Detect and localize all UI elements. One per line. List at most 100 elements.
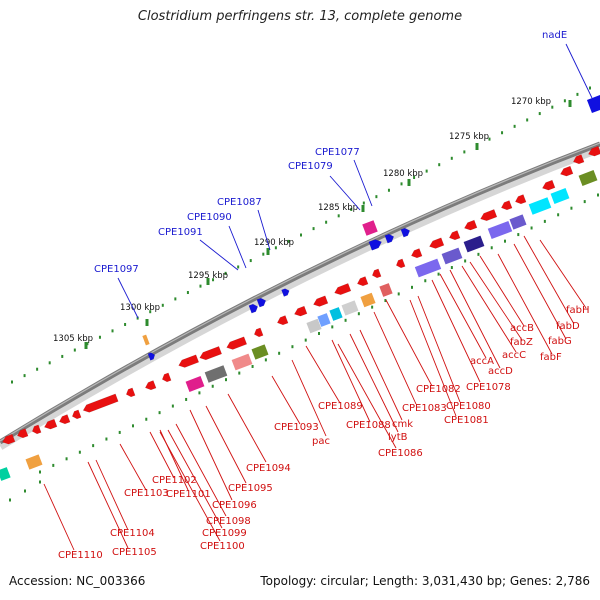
minor-dot: [424, 279, 427, 283]
minor-dot: [411, 285, 413, 289]
minor-dot: [570, 206, 573, 210]
leader-line: [353, 159, 373, 207]
minor-dot: [124, 322, 127, 326]
minor-dot: [249, 259, 252, 263]
reverse-gene-label: cmk: [392, 419, 413, 430]
minor-dot: [262, 252, 265, 256]
minor-dot: [300, 233, 302, 237]
minor-dot: [543, 219, 546, 223]
reverse-gene-arrow: [276, 315, 289, 326]
reverse-gene-arrow: [44, 418, 58, 430]
minor-dot: [538, 112, 541, 116]
gene-category-box: [441, 247, 463, 265]
minor-dot: [264, 358, 267, 362]
leader-line: [479, 255, 525, 327]
reverse-gene-label: CPE1089: [318, 401, 363, 412]
reverse-gene-arrow: [199, 346, 223, 361]
leader-line: [119, 443, 147, 491]
leader-line: [149, 431, 175, 479]
gene-category-box: [578, 170, 598, 186]
gene-category-box: [360, 292, 376, 308]
leader-line: [329, 175, 361, 211]
forward-gene-arrow: [384, 233, 395, 244]
leader-line: [523, 235, 575, 325]
minor-dot: [171, 404, 174, 408]
minor-dot: [589, 86, 591, 90]
minor-dot: [174, 297, 177, 301]
ruler-label: 1295 kbp: [188, 271, 228, 281]
gene-category-box: [306, 318, 322, 334]
minor-dot: [357, 312, 360, 316]
leader-line: [449, 269, 501, 369]
leader-line: [349, 333, 399, 433]
gene-category-box: [204, 365, 228, 383]
leader-line: [461, 265, 517, 353]
leader-line: [257, 209, 271, 251]
leader-line: [117, 277, 139, 319]
reverse-gene-arrow: [429, 237, 445, 249]
reverse-gene-arrow: [356, 276, 369, 287]
ruler-label: 1300 kbp: [120, 303, 160, 313]
reverse-gene-arrow: [448, 230, 461, 241]
forward-gene-arrow: [256, 297, 267, 308]
reverse-gene-label: CPE1101: [166, 489, 211, 500]
reverse-gene-arrow: [334, 283, 352, 296]
reverse-gene-label: pac: [312, 436, 330, 447]
leader-line: [469, 261, 523, 341]
reverse-gene-arrow: [16, 428, 29, 439]
minor-dot: [65, 457, 68, 461]
gene-category-box: [25, 454, 43, 470]
leader-line: [87, 461, 129, 549]
minor-dot: [463, 150, 466, 154]
reverse-gene-label: CPE1110: [58, 550, 103, 561]
gene-category-box: [185, 376, 205, 392]
leader-line: [565, 43, 593, 99]
leader-line: [385, 299, 433, 387]
minor-dot: [318, 332, 320, 335]
reverse-gene-label: accC: [502, 350, 526, 361]
minor-dot: [161, 303, 164, 307]
ruler-label: 1285 kbp: [318, 203, 358, 213]
forward-gene-label: CPE1087: [217, 197, 262, 208]
minor-dot: [145, 417, 148, 421]
minor-dot: [92, 444, 95, 448]
minor-dot: [48, 361, 51, 365]
gene-category-box: [317, 313, 331, 327]
minor-dot: [530, 226, 533, 230]
forward-gene-arrow: [248, 303, 259, 314]
genome-backbone: [0, 141, 600, 450]
reverse-gene-arrow: [542, 179, 556, 191]
ruler-tick: [568, 100, 572, 107]
minor-dot: [400, 182, 403, 186]
minor-dot: [597, 193, 599, 197]
gene-category-box: [329, 307, 343, 321]
minor-dot: [501, 131, 504, 135]
reverse-gene-arrow: [572, 154, 585, 165]
reverse-gene-label: CPE1100: [200, 541, 245, 552]
gene-category-box: [251, 344, 269, 360]
minor-dot: [212, 278, 215, 282]
forward-gene-label: CPE1079: [288, 161, 333, 172]
reverse-gene-label: CPE1103: [124, 488, 169, 499]
backbone-shadow: [0, 143, 600, 450]
reverse-gene-arrow: [253, 327, 264, 338]
minor-dot: [337, 214, 340, 218]
map-title: Clostridium perfringens str. 13, complet…: [137, 9, 463, 24]
backbone-highlight: [0, 142, 600, 442]
minor-dot: [73, 348, 76, 352]
forward-gene-label: CPE1097: [94, 264, 139, 275]
leader-line: [373, 311, 417, 405]
gene-category-box: [463, 235, 485, 253]
reverse-gene-label: CPE1078: [466, 382, 511, 393]
backbone-line: [0, 141, 600, 445]
reverse-gene-arrow: [514, 194, 527, 205]
ruler-label: 1280 kbp: [383, 169, 423, 179]
minor-dot: [450, 156, 453, 160]
reverse-gene-arrow: [31, 424, 42, 435]
gene-category-box: [414, 258, 442, 278]
minor-dot: [186, 291, 189, 295]
leader-line: [199, 239, 239, 271]
minor-dot: [557, 213, 560, 217]
leader-line: [227, 393, 267, 463]
